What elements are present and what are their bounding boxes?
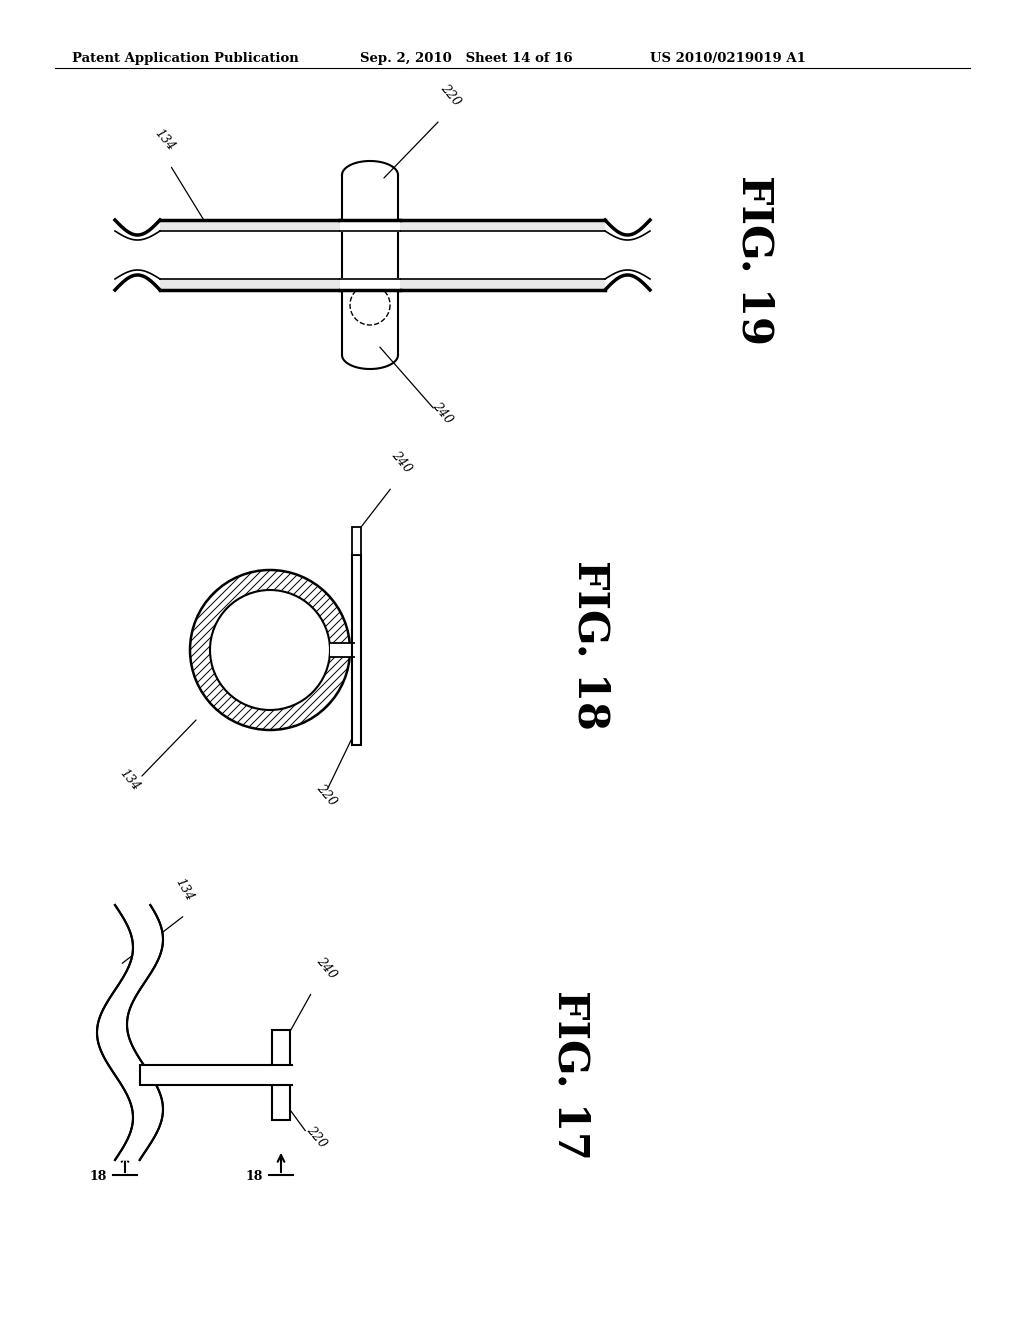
Polygon shape [272, 1030, 290, 1119]
Polygon shape [160, 279, 605, 290]
Text: 18: 18 [246, 1170, 263, 1183]
Circle shape [210, 590, 330, 710]
Text: 240: 240 [389, 449, 415, 475]
Polygon shape [352, 554, 361, 744]
Polygon shape [340, 279, 400, 290]
Text: Patent Application Publication: Patent Application Publication [72, 51, 299, 65]
Text: 240: 240 [314, 954, 339, 981]
Text: 18: 18 [90, 1170, 106, 1183]
Polygon shape [342, 176, 398, 355]
Text: Sep. 2, 2010   Sheet 14 of 16: Sep. 2, 2010 Sheet 14 of 16 [360, 51, 572, 65]
Polygon shape [330, 643, 354, 657]
Text: US 2010/0219019 A1: US 2010/0219019 A1 [650, 51, 806, 65]
Circle shape [190, 570, 350, 730]
Text: 134: 134 [173, 875, 197, 903]
Polygon shape [97, 906, 163, 1160]
Text: 134: 134 [152, 127, 177, 153]
Text: 220: 220 [314, 781, 339, 808]
Polygon shape [340, 219, 400, 232]
Text: 134: 134 [117, 766, 142, 793]
Text: 220: 220 [304, 1123, 330, 1150]
Polygon shape [160, 220, 605, 231]
Polygon shape [270, 1065, 292, 1085]
Text: FIG. 19: FIG. 19 [734, 176, 776, 345]
Text: 240: 240 [430, 399, 456, 426]
Text: FIG. 18: FIG. 18 [569, 560, 611, 730]
Text: 220: 220 [438, 82, 464, 108]
Text: FIG. 17: FIG. 17 [549, 990, 591, 1160]
Polygon shape [140, 1065, 290, 1085]
Polygon shape [352, 527, 361, 554]
